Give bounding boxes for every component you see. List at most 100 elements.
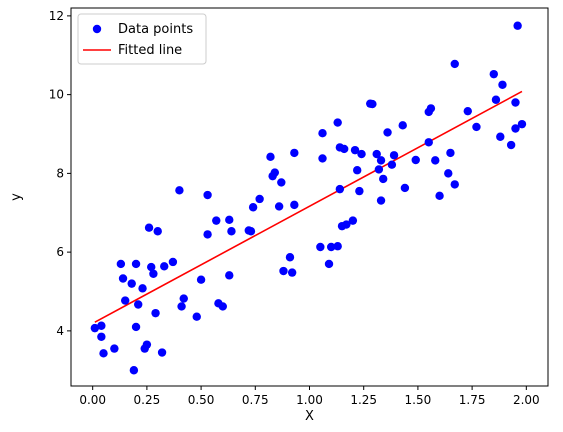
data-point bbox=[339, 144, 349, 154]
data-point bbox=[138, 284, 147, 293]
data-point bbox=[357, 149, 366, 159]
data-point bbox=[203, 190, 212, 200]
x-tick-label: 0.00 bbox=[79, 393, 106, 407]
data-point bbox=[498, 80, 507, 89]
data-point bbox=[379, 174, 388, 184]
data-point bbox=[225, 271, 234, 280]
data-point bbox=[90, 323, 100, 333]
data-point bbox=[491, 95, 501, 104]
y-axis: 4 6 8 10 12 bbox=[49, 9, 71, 338]
data-point bbox=[285, 253, 295, 262]
data-point bbox=[218, 302, 227, 311]
data-point bbox=[326, 242, 336, 252]
data-point bbox=[426, 104, 436, 113]
data-point bbox=[333, 242, 342, 251]
data-point bbox=[342, 220, 351, 229]
y-tick-label: 6 bbox=[56, 245, 64, 259]
data-point bbox=[335, 184, 345, 194]
data-point bbox=[255, 194, 264, 204]
data-point bbox=[142, 340, 152, 349]
data-point bbox=[431, 156, 440, 165]
x-tick-label: 1.50 bbox=[405, 393, 432, 407]
legend-label-fitted-line: Fitted line bbox=[118, 43, 182, 58]
data-point bbox=[147, 262, 156, 272]
data-point bbox=[179, 294, 188, 303]
data-point bbox=[411, 155, 420, 165]
x-tick-label: 1.75 bbox=[459, 393, 486, 407]
data-point bbox=[400, 183, 410, 193]
legend-box bbox=[77, 13, 207, 65]
data-point bbox=[355, 186, 364, 196]
data-point bbox=[149, 269, 158, 278]
data-point bbox=[350, 145, 360, 155]
data-point bbox=[446, 148, 455, 158]
x-tick-label: 0.50 bbox=[188, 393, 215, 407]
data-point bbox=[274, 202, 284, 211]
data-point bbox=[151, 308, 160, 318]
data-point bbox=[99, 349, 108, 358]
data-point bbox=[168, 257, 178, 267]
y-tick-label: 8 bbox=[56, 166, 64, 180]
data-point bbox=[511, 124, 520, 133]
data-point bbox=[450, 180, 459, 189]
x-tick-label: 0.25 bbox=[134, 393, 161, 407]
data-point bbox=[398, 121, 407, 130]
y-tick-label: 10 bbox=[49, 88, 64, 102]
data-point bbox=[97, 321, 106, 330]
data-point bbox=[387, 160, 397, 169]
data-point bbox=[517, 119, 527, 129]
data-point bbox=[383, 128, 392, 137]
data-point bbox=[160, 262, 169, 271]
data-point bbox=[290, 148, 299, 158]
data-point bbox=[489, 69, 498, 79]
y-axis-title: y bbox=[9, 193, 24, 201]
data-point bbox=[248, 203, 258, 212]
fitted-line-layer bbox=[94, 90, 523, 323]
data-point bbox=[316, 242, 325, 252]
data-point bbox=[118, 274, 128, 283]
data-point bbox=[496, 132, 505, 141]
data-point bbox=[348, 216, 358, 225]
data-point bbox=[144, 223, 154, 232]
data-point bbox=[131, 322, 141, 332]
data-point bbox=[227, 227, 236, 236]
data-point bbox=[129, 366, 139, 375]
x-tick-label: 1.00 bbox=[296, 393, 323, 407]
data-points-layer bbox=[90, 21, 527, 375]
x-axis: 0.00 0.25 0.50 0.75 1.00 1.25 1.50 1.75 2.00 bbox=[79, 386, 540, 407]
data-point bbox=[450, 59, 459, 69]
plot-area bbox=[71, 8, 548, 386]
x-tick-label: 0.75 bbox=[242, 393, 269, 407]
data-point bbox=[110, 344, 119, 353]
data-point bbox=[463, 106, 472, 116]
data-point bbox=[212, 216, 221, 225]
data-point bbox=[277, 178, 286, 187]
data-point bbox=[511, 98, 520, 107]
data-point bbox=[444, 169, 453, 178]
data-point bbox=[192, 312, 201, 321]
data-point bbox=[353, 166, 362, 175]
data-point bbox=[376, 196, 386, 205]
data-point bbox=[376, 156, 386, 165]
data-point bbox=[157, 348, 167, 357]
data-point bbox=[318, 154, 327, 163]
data-point bbox=[372, 149, 381, 159]
data-point bbox=[225, 215, 234, 225]
fitted-line bbox=[94, 90, 523, 323]
data-point bbox=[324, 259, 334, 269]
data-point bbox=[435, 191, 444, 201]
data-point bbox=[287, 268, 297, 277]
legend: Data points Fitted line bbox=[77, 13, 207, 65]
data-point bbox=[290, 200, 299, 210]
data-point bbox=[374, 165, 384, 174]
data-point bbox=[424, 138, 433, 147]
data-point bbox=[203, 230, 212, 239]
data-point bbox=[116, 259, 126, 269]
x-tick-label: 2.00 bbox=[513, 393, 540, 407]
data-point bbox=[177, 302, 186, 311]
data-point bbox=[266, 152, 275, 162]
data-point bbox=[513, 21, 522, 30]
y-tick-label: 12 bbox=[49, 9, 64, 23]
data-point bbox=[127, 279, 136, 288]
data-point bbox=[318, 129, 327, 138]
